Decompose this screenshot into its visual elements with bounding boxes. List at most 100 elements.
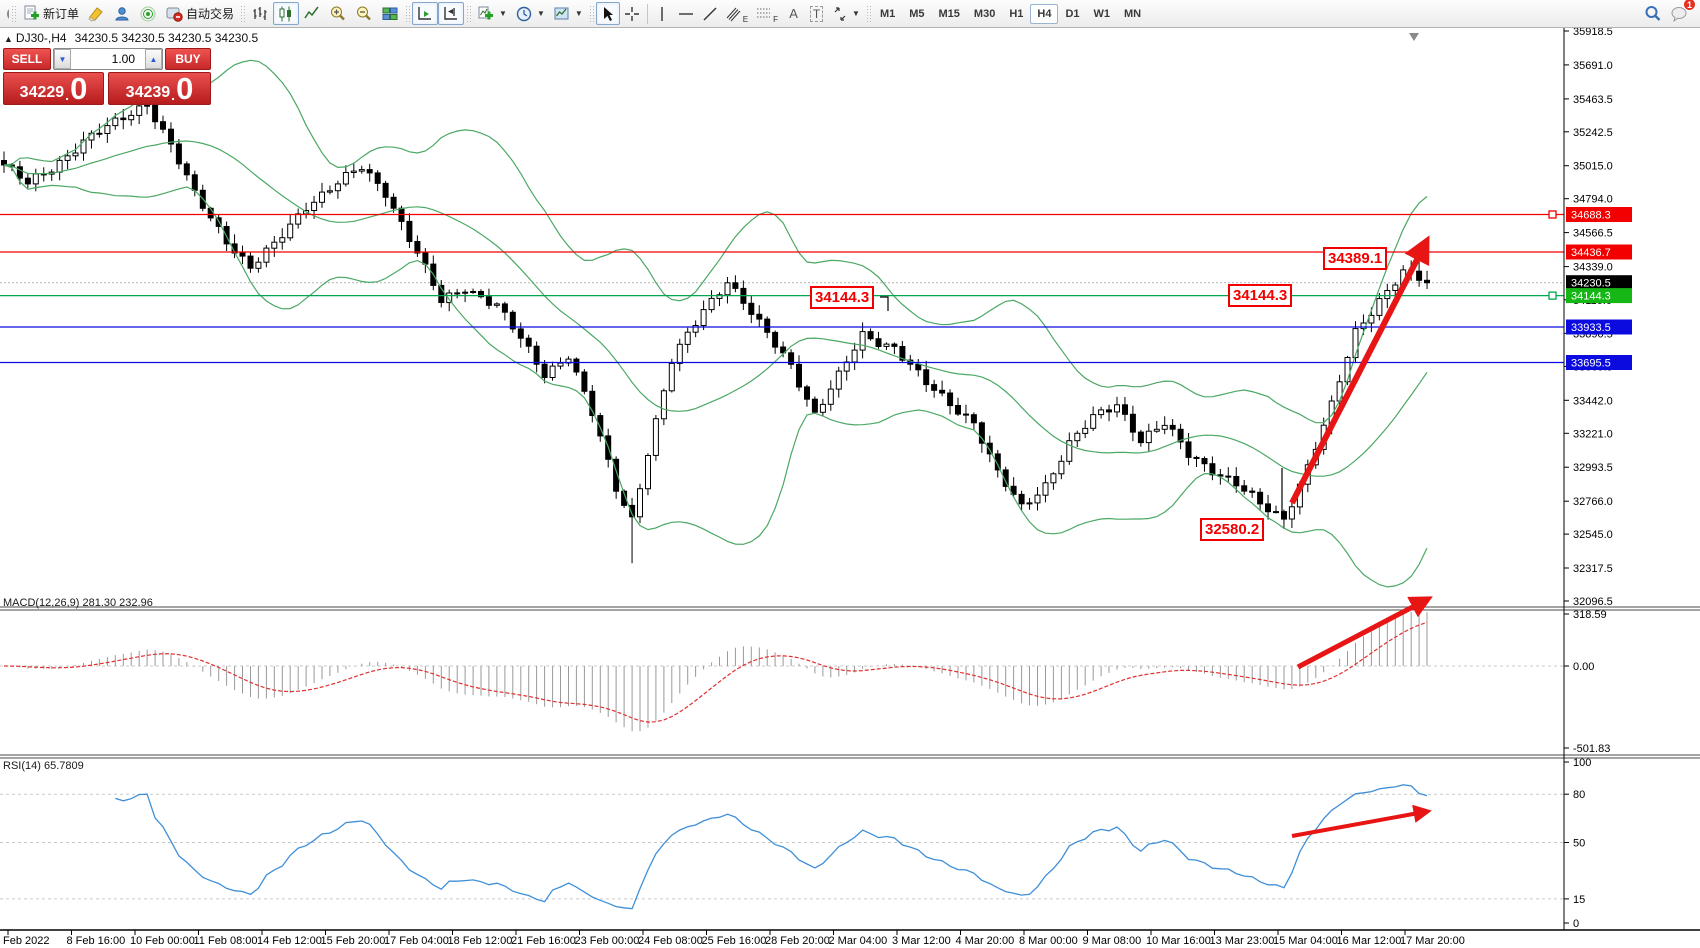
- timeframe-MN[interactable]: MN: [1124, 7, 1142, 20]
- timeframe-D1[interactable]: D1: [1065, 7, 1080, 20]
- price-tick-label: 35918.5: [1573, 26, 1613, 38]
- toolbar-drag-handle[interactable]: [240, 4, 246, 23]
- timeframe-M5[interactable]: M5: [909, 7, 925, 20]
- line-chart-button[interactable]: [299, 2, 325, 25]
- macd-axis[interactable]: 318.59 0.00 -501.83: [1564, 609, 1610, 755]
- search-button[interactable]: [1640, 2, 1666, 25]
- search-icon: [1645, 5, 1661, 21]
- price-tick-label: 32096.5: [1573, 596, 1613, 608]
- sell-price-dot: .: [65, 87, 70, 103]
- channel-tool-button[interactable]: E: [722, 2, 752, 25]
- price-tick-label: 34794.0: [1573, 194, 1613, 206]
- indicators-button[interactable]: ▼: [473, 2, 511, 25]
- price-annotation[interactable]: 34144.3: [810, 286, 875, 309]
- candlestick-icon: [279, 6, 292, 21]
- chart-shift-marker[interactable]: [1409, 33, 1419, 41]
- rsi-levels: [0, 793, 1564, 900]
- toolbar-drag-handle[interactable]: [11, 4, 16, 23]
- rsi-scale-label: 15: [1573, 894, 1585, 906]
- person-icon: [115, 6, 129, 20]
- date-tick-label: 25 Feb 16:00: [702, 935, 767, 947]
- vertical-line-tool-button[interactable]: [651, 2, 674, 25]
- timeframe-H1[interactable]: H1: [1009, 7, 1024, 20]
- price-tick-label: 33221.0: [1573, 428, 1613, 440]
- sell-price-display[interactable]: 34229. 0: [3, 72, 104, 105]
- text-tool-button[interactable]: A: [782, 2, 805, 25]
- toolbar-drag-handle[interactable]: [466, 4, 472, 23]
- dropdown-caret-icon: ▼: [536, 9, 545, 18]
- ohlc-values: 34230.5 34230.5 34230.5 34230.5: [74, 31, 259, 45]
- date-tick-label: 9 Mar 08:00: [1083, 935, 1142, 947]
- candles: [1, 97, 1430, 564]
- volume-increase-button[interactable]: ▲: [145, 49, 162, 69]
- toolbar-drag-handle[interactable]: [588, 4, 594, 23]
- buy-price-display[interactable]: 34239. 0: [108, 72, 211, 105]
- volume-input[interactable]: 1.00: [111, 52, 135, 66]
- clock-icon: [516, 6, 532, 21]
- buy-price-dot: .: [171, 87, 176, 103]
- expand-triangle-icon: ▲: [4, 34, 13, 44]
- fib-sub-label: F: [773, 15, 779, 24]
- volume-decrease-button[interactable]: ▼: [54, 49, 71, 69]
- price-annotation[interactable]: 34144.3: [1228, 284, 1293, 307]
- timeframe-H4[interactable]: H4: [1030, 3, 1059, 24]
- arrows-tool-button[interactable]: ▼: [828, 2, 864, 25]
- price-badge-label: 34230.5: [1571, 278, 1611, 290]
- buy-button[interactable]: BUY: [165, 48, 211, 70]
- line-handle[interactable]: [1548, 291, 1557, 300]
- horizontal-line-tool-button[interactable]: [674, 2, 698, 25]
- autotrading-button[interactable]: 自动交易: [161, 2, 238, 25]
- trend-arrow[interactable]: [1289, 235, 1430, 505]
- candlestick-chart-button[interactable]: [273, 2, 300, 25]
- price-tick-label: 35463.5: [1573, 94, 1613, 106]
- tile-windows-button[interactable]: [377, 2, 403, 25]
- trendline-tool-button[interactable]: [698, 2, 722, 25]
- price-annotation[interactable]: 32580.2: [1200, 518, 1265, 541]
- styler-button[interactable]: [83, 2, 109, 25]
- macd-scale-label: -501.83: [1573, 743, 1610, 755]
- sell-price-main: 34229: [19, 84, 65, 101]
- auto-scroll-button[interactable]: [412, 2, 439, 25]
- trendline-icon: [703, 7, 717, 20]
- zoom-in-button[interactable]: [325, 2, 351, 25]
- equidistant-channel-icon: [726, 7, 741, 21]
- timeframe-M30[interactable]: M30: [973, 7, 996, 20]
- trend-arrow[interactable]: [1296, 596, 1433, 670]
- zoom-out-button[interactable]: [351, 2, 377, 25]
- date-tick-label: 4 Mar 20:00: [956, 935, 1015, 947]
- price-tick-label: 34339.0: [1573, 262, 1613, 274]
- periods-button[interactable]: ▼: [511, 2, 549, 25]
- chart-shift-button[interactable]: [438, 2, 465, 25]
- toolbar-right-group: 1: [1640, 0, 1696, 25]
- price-axis[interactable]: 35918.5 35691.0 35463.5 35242.5 35015.0 34794…: [1564, 26, 1613, 608]
- rsi-axis[interactable]: 100 80 50 15 0: [1564, 757, 1591, 930]
- timeframe-W1[interactable]: W1: [1093, 7, 1111, 20]
- annotation-connectors: [880, 296, 1283, 518]
- cursor-tool-button[interactable]: [595, 2, 620, 25]
- trend-arrow[interactable]: [1291, 804, 1432, 838]
- sell-button[interactable]: SELL: [3, 48, 51, 70]
- notifications-button[interactable]: 1: [1666, 0, 1696, 25]
- bar-chart-button[interactable]: [247, 2, 273, 25]
- date-tick-label: 8 Mar 00:00: [1019, 935, 1078, 947]
- line-chart-icon: [304, 6, 319, 18]
- price-tick-label: 35242.5: [1573, 127, 1613, 139]
- fibonacci-tool-button[interactable]: F: [752, 2, 782, 25]
- price-tick-label: 32993.5: [1573, 462, 1613, 474]
- timeframe-M15[interactable]: M15: [938, 7, 960, 20]
- crosshair-tool-button[interactable]: [620, 2, 644, 25]
- new-order-button[interactable]: 新订单: [18, 2, 83, 25]
- dropdown-caret-icon: ▼: [574, 9, 583, 18]
- toolbar-drag-handle[interactable]: [865, 4, 871, 23]
- timeframe-M1[interactable]: M1: [879, 7, 896, 20]
- templates-button[interactable]: ▼: [549, 2, 587, 25]
- toolbar-drag-handle[interactable]: [405, 4, 411, 23]
- label-tool-icon: T: [809, 5, 824, 22]
- community-button[interactable]: [109, 2, 135, 25]
- line-handle[interactable]: [1548, 210, 1557, 219]
- signals-button[interactable]: [135, 2, 161, 25]
- label-tool-button[interactable]: T: [805, 2, 828, 25]
- price-annotation[interactable]: 34389.1: [1323, 247, 1388, 270]
